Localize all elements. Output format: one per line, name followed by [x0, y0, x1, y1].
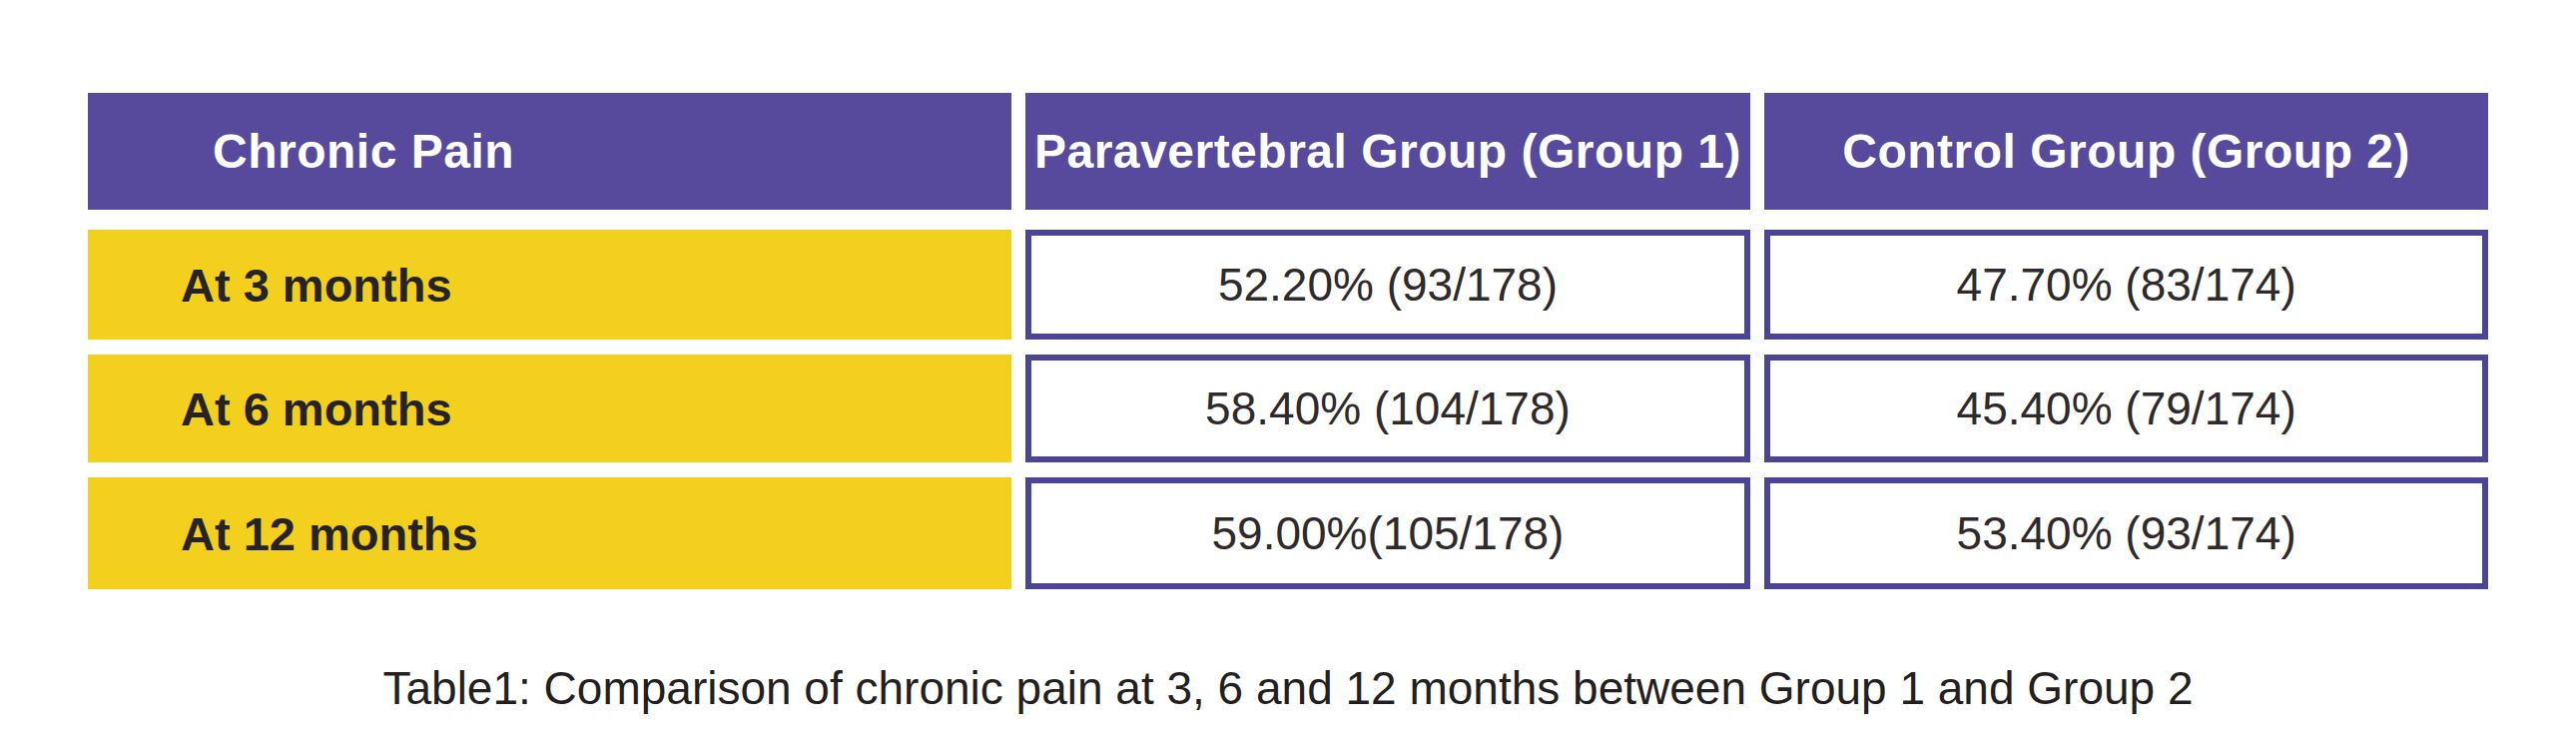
row-label-cell: At 12 months: [88, 477, 1011, 589]
table-caption: Table1: Comparison of chronic pain at 3,…: [0, 661, 2576, 715]
table-row-3-months: At 3 months 52.20% (93/178) 47.70% (83/1…: [88, 230, 2488, 340]
data-cell-group2: 47.70% (83/174): [1764, 230, 2488, 340]
header-cell-control-group: Control Group (Group 2): [1764, 93, 2488, 210]
header-cell-paravertebral-group: Paravertebral Group (Group 1): [1025, 93, 1751, 210]
table-row-12-months: At 12 months 59.00%(105/178) 53.40% (93/…: [88, 477, 2488, 589]
header-cell-chronic-pain: Chronic Pain: [88, 93, 1011, 210]
table-row-6-months: At 6 months 58.40% (104/178) 45.40% (79/…: [88, 355, 2488, 462]
figure-canvas: Chronic Pain Paravertebral Group (Group …: [0, 0, 2576, 752]
row-label-cell: At 6 months: [88, 355, 1011, 462]
data-cell-group1: 59.00%(105/178): [1025, 477, 1751, 589]
data-cell-group2: 45.40% (79/174): [1764, 355, 2488, 462]
table-header-row: Chronic Pain Paravertebral Group (Group …: [88, 93, 2488, 210]
data-cell-group1: 58.40% (104/178): [1025, 355, 1751, 462]
data-cell-group1: 52.20% (93/178): [1025, 230, 1751, 340]
comparison-table: Chronic Pain Paravertebral Group (Group …: [88, 93, 2488, 589]
data-cell-group2: 53.40% (93/174): [1764, 477, 2488, 589]
row-label-cell: At 3 months: [88, 230, 1011, 340]
